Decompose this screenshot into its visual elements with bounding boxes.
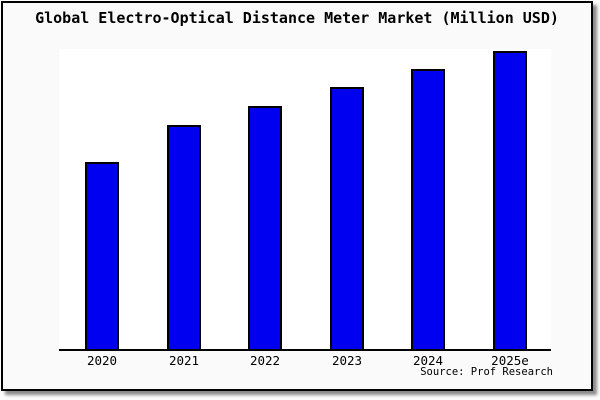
bar-2021	[167, 125, 201, 349]
bar-2025e	[493, 51, 527, 349]
x-tick-label-2025e: 2025e	[491, 353, 529, 368]
x-tick-label-2024: 2024	[412, 353, 444, 368]
bar-2020	[85, 162, 119, 349]
bar-2022	[248, 106, 282, 349]
x-tick-label-2021: 2021	[168, 353, 200, 368]
bar-2023	[330, 87, 364, 349]
x-tick-label-2020: 2020	[86, 353, 118, 368]
plot-area	[59, 49, 551, 349]
source-note: Source: Prof Research	[420, 366, 553, 378]
x-axis-labels: 2020 2021 2022 2023 2024 2025e	[59, 354, 551, 370]
x-tick-label-2023: 2023	[331, 353, 363, 368]
x-tick-label-2022: 2022	[249, 353, 281, 368]
chart-title: Global Electro-Optical Distance Meter Ma…	[35, 9, 559, 27]
bar-2024	[411, 69, 445, 349]
x-axis-line	[59, 349, 551, 351]
chart-card: Global Electro-Optical Distance Meter Ma…	[1, 1, 593, 391]
